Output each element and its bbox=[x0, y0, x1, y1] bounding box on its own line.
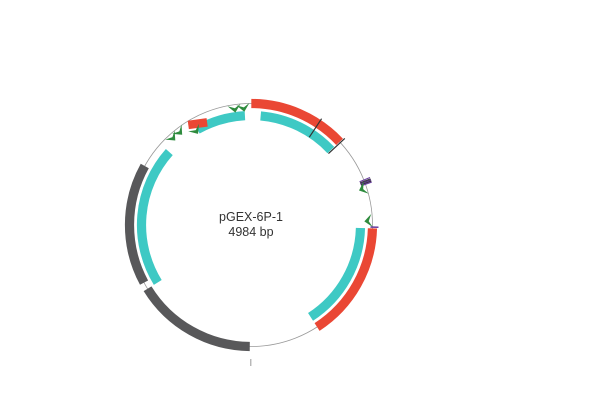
svg-text:pGEX-6P-1: pGEX-6P-1 bbox=[219, 210, 283, 224]
svg-text:4984 bp: 4984 bp bbox=[228, 225, 273, 239]
